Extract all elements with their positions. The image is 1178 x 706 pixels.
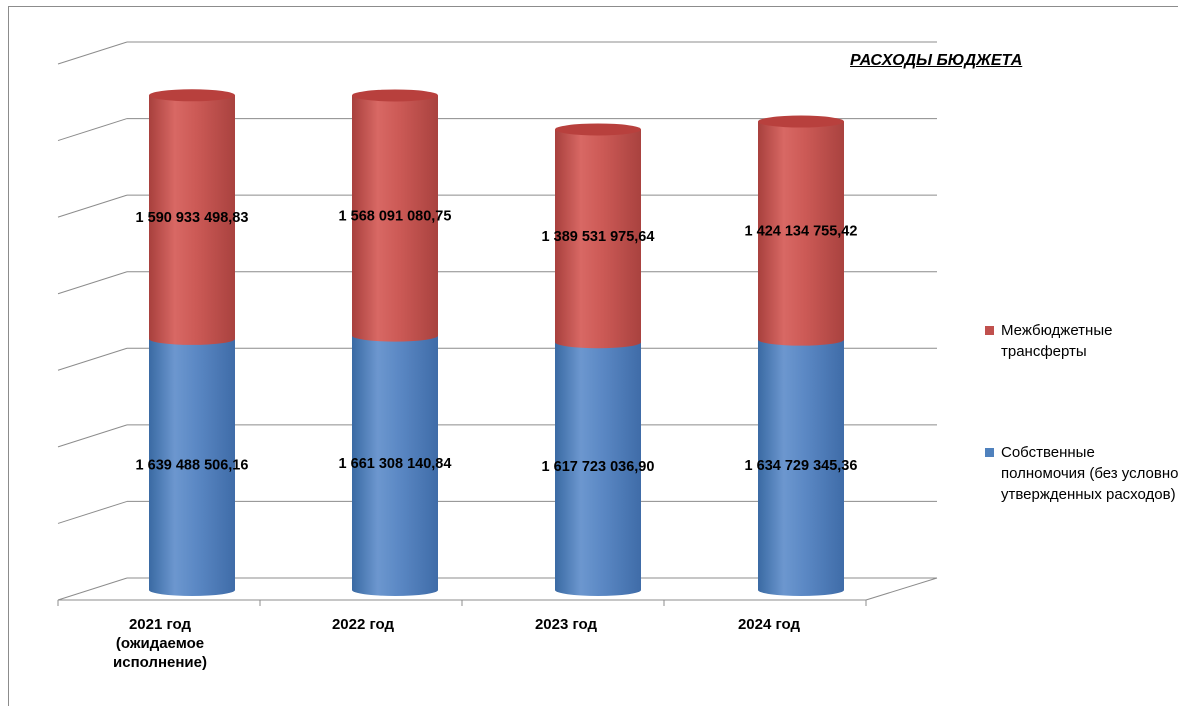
chart-title: РАСХОДЫ БЮДЖЕТА (850, 52, 1023, 69)
bar-transfers (352, 95, 438, 342)
data-label: 1 590 933 498,83 (136, 210, 249, 226)
gridline-side (57, 424, 128, 448)
data-label: 1 661 308 140,84 (339, 456, 452, 472)
legend-item-own-powers: Собственные полномочия (без условно утве… (985, 442, 1178, 505)
legend-label-transfers: Межбюджетные трансферты (1001, 322, 1113, 360)
gridline-side (57, 41, 128, 65)
budget-chart: 1 639 488 506,16 1 590 933 498,83 1 661 30… (57, 41, 938, 671)
bar-top-cap (352, 89, 438, 102)
category-label: 2022 год (332, 616, 395, 633)
category-label: 2023 год (535, 616, 598, 633)
category-label: 2021 год (129, 616, 192, 633)
bar-top-cap (758, 115, 844, 128)
gridline-side (57, 347, 128, 371)
gridline-side (57, 577, 128, 601)
data-label: 1 424 134 755,42 (745, 224, 858, 240)
data-labels: 1 639 488 506,16 1 590 933 498,83 1 661 30… (136, 209, 858, 476)
data-label: 1 389 531 975,64 (542, 229, 655, 245)
bar-own-powers (352, 335, 438, 596)
data-label: 1 639 488 506,16 (136, 457, 249, 473)
bar-own-powers (149, 338, 235, 596)
gridline-side (57, 500, 128, 524)
data-label: 1 568 091 080,75 (339, 209, 452, 225)
category-label: 2024 год (738, 616, 801, 633)
data-label: 1 634 729 345,36 (745, 458, 858, 474)
bar-top-cap (555, 123, 641, 136)
category-label: исполнение) (113, 654, 207, 671)
chart-frame (8, 6, 1178, 706)
bar-own-powers (555, 342, 641, 596)
legend-label-own-powers: Собственные полномочия (без условно утве… (1001, 444, 1178, 503)
gridline-side (57, 271, 128, 295)
data-label: 1 617 723 036,90 (542, 459, 655, 475)
floor-right-edge (865, 577, 938, 601)
bar-transfers (758, 121, 844, 346)
bar-transfers (149, 95, 235, 345)
bar-transfers (555, 129, 641, 349)
bar-own-powers (758, 339, 844, 596)
legend-swatch-blue (985, 448, 994, 457)
category-label: (ожидаемое (116, 635, 204, 652)
gridline-side (57, 194, 128, 218)
bars (149, 89, 844, 596)
bar-top-cap (149, 89, 235, 102)
category-labels: 2021 год (ожидаемое исполнение) 2022 год 202… (113, 616, 800, 671)
gridline-side (57, 118, 128, 142)
legend-swatch-red (985, 326, 994, 335)
legend-item-transfers: Межбюджетные трансферты (985, 320, 1178, 362)
